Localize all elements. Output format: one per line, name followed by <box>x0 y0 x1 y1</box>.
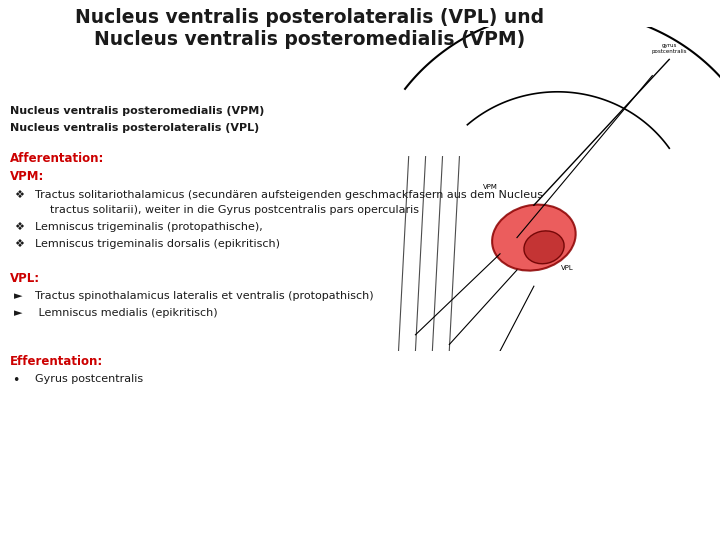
Ellipse shape <box>524 231 564 264</box>
Text: Nucleus ventralis posterolateralis (VPL) und
Nucleus ventralis posteromedialis (: Nucleus ventralis posterolateralis (VPL)… <box>76 8 544 49</box>
Text: Tractus solitariothalamicus (secundären aufsteigenden geschmackfasern aus dem Nu: Tractus solitariothalamicus (secundären … <box>35 190 543 200</box>
Text: Lemniscus trigeminalis (protopathische),: Lemniscus trigeminalis (protopathische), <box>35 222 263 232</box>
Text: VPM: VPM <box>482 184 498 190</box>
Text: Afferentation:: Afferentation: <box>10 152 104 165</box>
Text: ❖: ❖ <box>14 190 24 200</box>
Text: Efferentation:: Efferentation: <box>10 355 103 368</box>
Text: VPM:: VPM: <box>10 170 45 183</box>
Ellipse shape <box>492 205 576 271</box>
Text: Gyrus postcentralis: Gyrus postcentralis <box>35 374 143 384</box>
Text: Nucleus ventralis posteromedialis (VPM): Nucleus ventralis posteromedialis (VPM) <box>10 106 264 116</box>
Text: ❖: ❖ <box>14 222 24 232</box>
Text: gyrus
postcentralis: gyrus postcentralis <box>652 43 687 54</box>
Text: ►: ► <box>14 308 22 318</box>
Text: •: • <box>12 374 19 387</box>
Text: tractus solitarii), weiter in die Gyrus postcentralis pars opercularis: tractus solitarii), weiter in die Gyrus … <box>50 205 419 215</box>
Text: Nucleus ventralis posterolateralis (VPL): Nucleus ventralis posterolateralis (VPL) <box>10 123 259 133</box>
Text: Lemniscus medialis (epikritisch): Lemniscus medialis (epikritisch) <box>35 308 217 318</box>
Text: ►: ► <box>14 291 22 301</box>
Text: VPL: VPL <box>562 265 574 271</box>
Text: VPL:: VPL: <box>10 272 40 285</box>
Text: Tractus spinothalamicus lateralis et ventralis (protopathisch): Tractus spinothalamicus lateralis et ven… <box>35 291 374 301</box>
Text: Lemniscus trigeminalis dorsalis (epikritisch): Lemniscus trigeminalis dorsalis (epikrit… <box>35 239 280 249</box>
Text: ❖: ❖ <box>14 239 24 249</box>
